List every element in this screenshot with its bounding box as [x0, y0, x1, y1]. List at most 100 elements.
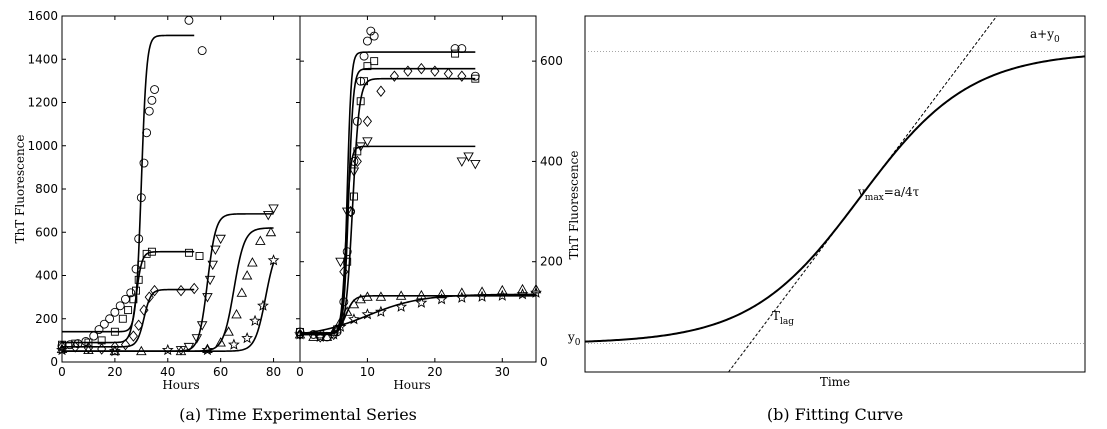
triangle-up-marker [517, 283, 528, 294]
triangle-down-marker [463, 152, 474, 162]
y-tick-label: 400 [35, 269, 58, 283]
tlag-annotation: Tlag [772, 309, 794, 327]
square-marker [356, 97, 365, 106]
circle-marker [142, 128, 152, 138]
panel-b-content [584, 15, 1086, 373]
star-marker [476, 290, 488, 302]
diamond-marker [430, 65, 440, 77]
circle-marker [81, 337, 91, 346]
x-tick-label: 60 [213, 365, 228, 379]
star-marker [257, 299, 269, 311]
square-marker [360, 77, 369, 86]
y-tick-label: 1000 [27, 139, 58, 153]
tlag-annotation-main: T [772, 309, 780, 323]
star-marker [294, 328, 306, 340]
y0-annotation-sub: 0 [575, 338, 581, 348]
panel-a-left-ylabel: ThT Fluorescence [13, 134, 27, 243]
triangle-up-marker [328, 326, 339, 336]
circle-marker [309, 329, 318, 339]
star-marker [530, 286, 542, 298]
diamond-marker [389, 70, 399, 82]
triangle-up-marker [294, 329, 306, 339]
star-marker [56, 343, 68, 356]
triangle-up-fit-line [300, 295, 536, 336]
panel-a-right-fit-curves [299, 51, 536, 336]
circle-marker [339, 297, 349, 307]
square-marker [110, 327, 119, 336]
y-tick-label: 800 [35, 182, 58, 196]
square-marker [71, 339, 80, 348]
diamond-marker [189, 282, 199, 295]
star-marker [455, 291, 468, 303]
y0-annotation: y0 [567, 330, 581, 348]
circle-marker [89, 331, 99, 341]
circle-marker [134, 234, 144, 244]
caption-a: (a) Time Experimental Series [179, 405, 417, 424]
x-tick-label: 80 [266, 365, 281, 379]
x-tick-label: 20 [107, 365, 122, 379]
square-marker [147, 247, 156, 256]
x-tick-label: 10 [360, 365, 375, 379]
triangle-up-marker [355, 293, 366, 304]
star-marker [334, 320, 347, 332]
square-marker [137, 260, 146, 269]
circle-marker [115, 301, 125, 311]
triangle-down-marker [210, 245, 221, 255]
square-fit-line [300, 67, 476, 334]
star-fit-line [62, 262, 275, 352]
star-marker [375, 305, 387, 317]
diamond-marker [128, 330, 138, 342]
square-marker [451, 49, 460, 58]
y-tick-label: 400 [540, 154, 563, 168]
star-marker [395, 300, 408, 312]
star-marker [435, 293, 448, 305]
panel-a-left-frame [61, 15, 301, 363]
triangle-up-marker [341, 306, 353, 316]
circle-marker [359, 51, 369, 61]
panel-a-right-plot: 0 10 20 30 0 200 400 600 Hours [294, 15, 563, 392]
square-marker [132, 286, 140, 295]
diamond-marker [134, 319, 144, 331]
circle-marker [184, 15, 194, 25]
circle-marker [144, 106, 154, 116]
circle-marker [150, 85, 160, 94]
circle-marker [197, 46, 207, 56]
x-tick-label: 40 [160, 365, 175, 379]
square-marker [471, 74, 480, 83]
triangle-up-marker [530, 283, 542, 294]
y-tick-label: 200 [540, 255, 563, 269]
panel-a-right-ticks: 0 10 20 30 0 200 400 600 [296, 16, 563, 379]
triangle-down-marker [183, 342, 195, 353]
y-tick-label: 0 [50, 355, 58, 369]
circle-marker [366, 26, 376, 36]
diamond-marker [70, 341, 80, 353]
star-marker [249, 314, 261, 326]
triangle-down-fit-line [62, 213, 274, 352]
triangle-up-marker [215, 337, 226, 347]
square-marker [349, 192, 358, 201]
circle-marker [126, 288, 136, 298]
circle-marker [369, 31, 379, 41]
diamond-marker [83, 342, 94, 354]
plateau-annotation: a+y0 [1030, 27, 1060, 45]
circle-fit-line [300, 51, 476, 334]
triangle-up-marker [175, 345, 187, 356]
diamond-marker [120, 338, 131, 351]
square-marker [370, 57, 379, 66]
triangle-up-marker [308, 331, 319, 341]
panel-a-left-fit-curves [62, 34, 275, 352]
triangle-up-marker [241, 270, 253, 280]
square-marker [134, 275, 143, 284]
circle-marker [94, 325, 104, 335]
star-marker [227, 338, 240, 350]
diamond-marker [457, 70, 467, 82]
circle-marker [362, 36, 372, 46]
y-tick-label: 0 [540, 355, 548, 369]
circle-marker [457, 44, 467, 54]
triangle-up-marker [321, 331, 333, 341]
triangle-up-marker [456, 287, 468, 297]
triangle-up-marker [395, 290, 407, 300]
